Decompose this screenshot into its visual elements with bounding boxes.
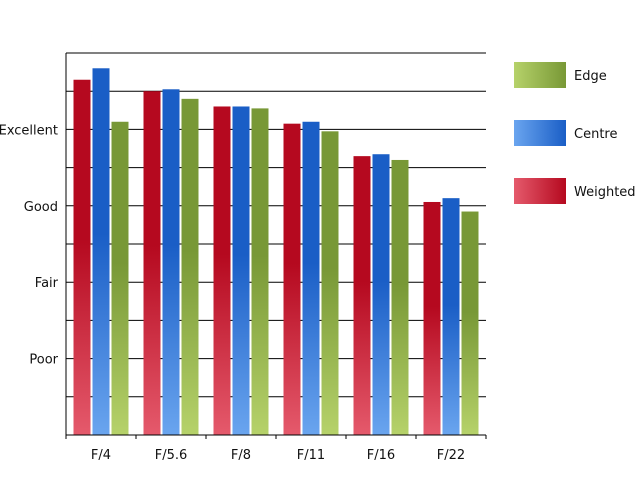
y-tick-labels: Poor Fair Good Excellent — [0, 123, 59, 367]
legend: Edge Centre Weighted — [514, 62, 636, 204]
legend-swatch-weighted — [514, 178, 566, 204]
x-tick-label-f-16: F/16 — [367, 448, 395, 463]
x-tick-label-f-4: F/4 — [91, 448, 111, 463]
bar-centre-f-5-6 — [162, 89, 180, 435]
legend-label-weighted: Weighted — [574, 185, 636, 200]
x-tick-label-f-8: F/8 — [231, 448, 251, 463]
x-tick-label-f-22: F/22 — [437, 448, 465, 463]
y-tick-label-good: Good — [24, 200, 58, 215]
bar-weighted-f-16 — [353, 156, 371, 435]
legend-swatch-edge — [514, 62, 566, 88]
bar-weighted-f-8 — [213, 106, 231, 435]
bar-edge-f-4 — [111, 121, 129, 435]
bars — [73, 68, 479, 436]
bar-centre-f-16 — [372, 154, 390, 436]
y-tick-label-poor: Poor — [29, 353, 58, 368]
bar-weighted-f-22 — [423, 201, 441, 435]
x-tick-labels: F/4 F/5.6 F/8 F/11 F/16 F/22 — [91, 448, 465, 463]
grid-lines — [66, 52, 486, 398]
bar-centre-f-11 — [302, 121, 320, 435]
x-tick-label-f-5-6: F/5.6 — [155, 448, 188, 463]
bar-centre-f-22 — [442, 198, 460, 435]
bar-weighted-f-5-6 — [143, 91, 161, 435]
bar-centre-f-4 — [92, 68, 110, 435]
bar-edge-f-22 — [461, 211, 479, 435]
legend-swatch-centre — [514, 120, 566, 146]
bar-centre-f-8 — [232, 106, 250, 435]
bar-weighted-f-4 — [73, 79, 91, 436]
bar-edge-f-16 — [391, 159, 409, 435]
x-tick-label-f-11: F/11 — [297, 448, 325, 463]
axes — [65, 53, 487, 439]
y-tick-label-excellent: Excellent — [0, 123, 58, 138]
y-tick-label-fair: Fair — [35, 276, 59, 291]
bar-edge-f-11 — [321, 131, 339, 435]
legend-label-centre: Centre — [574, 127, 617, 142]
bar-edge-f-8 — [251, 108, 269, 435]
legend-label-edge: Edge — [574, 69, 607, 84]
bar-edge-f-5-6 — [181, 98, 199, 435]
bar-weighted-f-11 — [283, 123, 301, 436]
